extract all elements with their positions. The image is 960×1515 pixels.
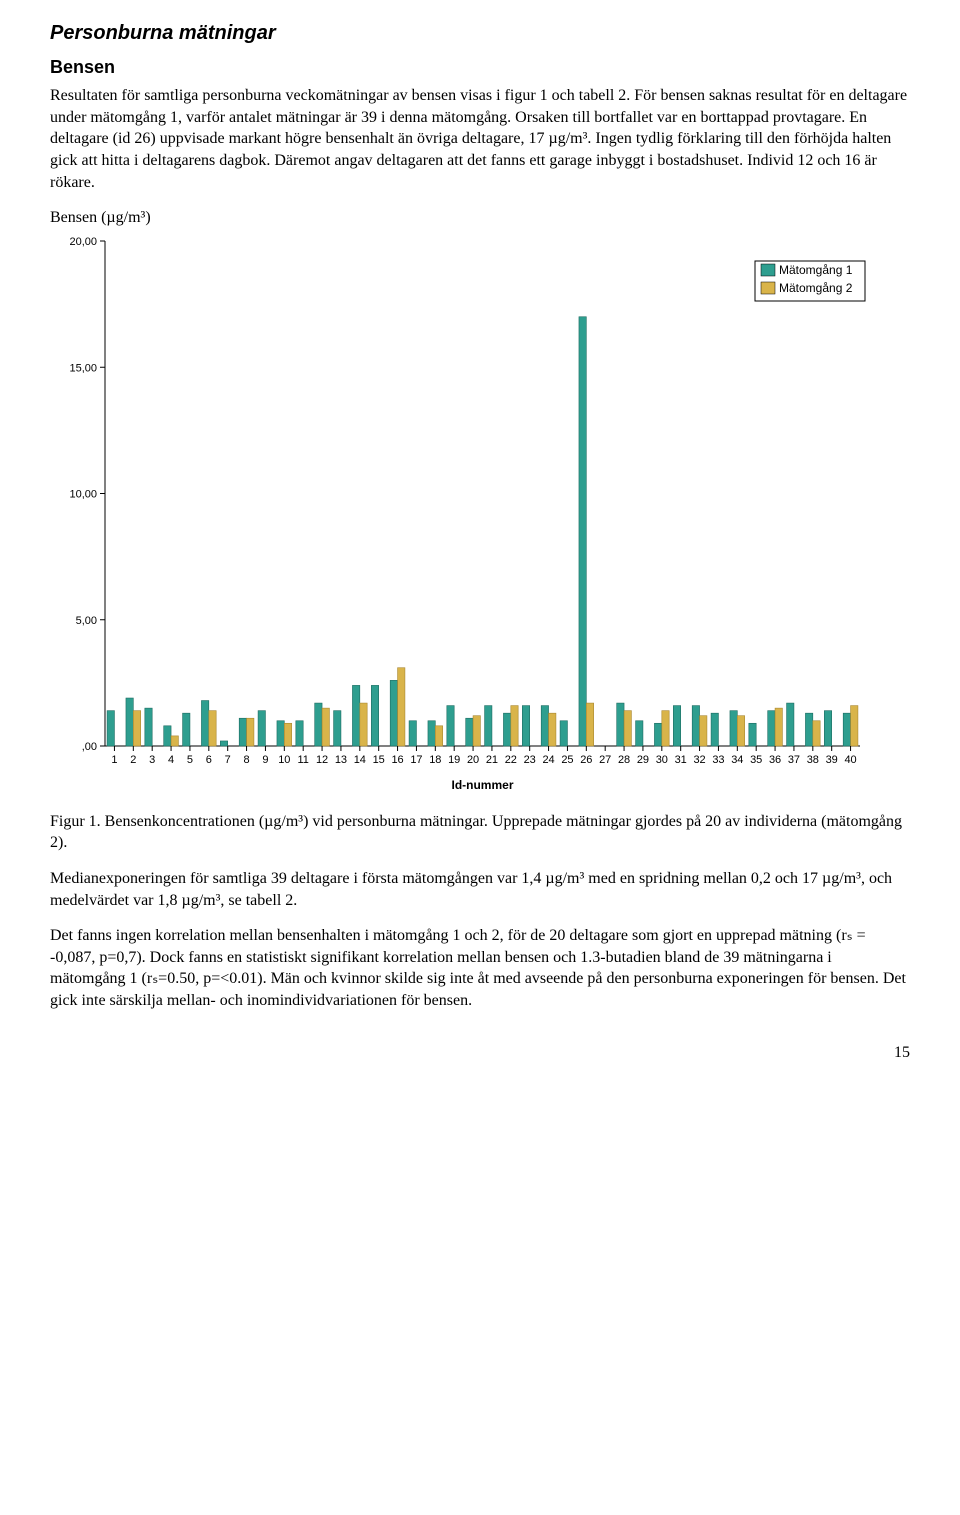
svg-text:29: 29 (637, 754, 649, 766)
svg-text:9: 9 (262, 754, 268, 766)
svg-text:Id-nummer: Id-nummer (451, 778, 513, 792)
svg-text:28: 28 (618, 754, 630, 766)
svg-text:38: 38 (807, 754, 819, 766)
bensen-chart-svg: ,005,0010,0015,0020,00123456789101112131… (50, 231, 870, 801)
svg-text:7: 7 (225, 754, 231, 766)
svg-text:14: 14 (354, 754, 366, 766)
page-number: 15 (50, 1042, 910, 1064)
svg-text:24: 24 (542, 754, 554, 766)
svg-text:5: 5 (187, 754, 193, 766)
svg-text:33: 33 (712, 754, 724, 766)
svg-text:2: 2 (130, 754, 136, 766)
svg-text:17: 17 (410, 754, 422, 766)
svg-text:39: 39 (826, 754, 838, 766)
svg-text:11: 11 (297, 754, 308, 766)
svg-text:3: 3 (149, 754, 155, 766)
svg-text:34: 34 (731, 754, 743, 766)
paragraph-intro: Resultaten för samtliga personburna veck… (50, 85, 910, 193)
svg-text:31: 31 (675, 754, 687, 766)
svg-text:30: 30 (656, 754, 668, 766)
paragraph-median: Medianexponeringen för samtliga 39 delta… (50, 868, 910, 911)
svg-text:20,00: 20,00 (69, 236, 97, 248)
svg-text:6: 6 (206, 754, 212, 766)
section-heading: Personburna mätningar (50, 20, 910, 47)
svg-text:40: 40 (844, 754, 856, 766)
svg-text:15,00: 15,00 (69, 362, 97, 374)
svg-text:12: 12 (316, 754, 328, 766)
subsection-heading: Bensen (50, 55, 910, 79)
chart-y-axis-title: Bensen (µg/m³) (50, 207, 910, 229)
svg-text:23: 23 (524, 754, 536, 766)
svg-text:32: 32 (693, 754, 705, 766)
svg-text:26: 26 (580, 754, 592, 766)
svg-text:21: 21 (486, 754, 498, 766)
svg-text:19: 19 (448, 754, 460, 766)
svg-text:Mätomgång 1: Mätomgång 1 (779, 263, 853, 277)
svg-text:27: 27 (599, 754, 611, 766)
svg-text:,00: ,00 (82, 741, 97, 753)
svg-text:20: 20 (467, 754, 479, 766)
figure-caption: Figur 1. Bensenkoncentrationen (µg/m³) v… (50, 811, 910, 854)
svg-text:5,00: 5,00 (76, 615, 97, 627)
svg-text:1: 1 (111, 754, 117, 766)
paragraph-correlation: Det fanns ingen korrelation mellan bense… (50, 925, 910, 1011)
svg-text:4: 4 (168, 754, 174, 766)
svg-text:37: 37 (788, 754, 800, 766)
svg-text:22: 22 (505, 754, 517, 766)
svg-text:15: 15 (373, 754, 385, 766)
svg-text:16: 16 (391, 754, 403, 766)
svg-text:18: 18 (429, 754, 441, 766)
svg-text:13: 13 (335, 754, 347, 766)
svg-text:Mätomgång 2: Mätomgång 2 (779, 281, 853, 295)
svg-text:8: 8 (244, 754, 250, 766)
svg-text:10: 10 (278, 754, 290, 766)
svg-text:25: 25 (561, 754, 573, 766)
svg-text:36: 36 (769, 754, 781, 766)
bensen-chart: ,005,0010,0015,0020,00123456789101112131… (50, 231, 870, 801)
svg-text:10,00: 10,00 (69, 488, 97, 500)
svg-text:35: 35 (750, 754, 762, 766)
